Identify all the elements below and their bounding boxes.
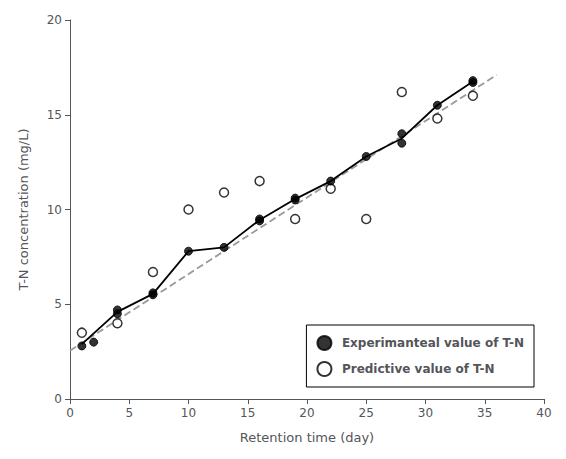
- svg-text:15: 15: [240, 406, 255, 420]
- svg-text:Retention time (day): Retention time (day): [240, 430, 374, 445]
- svg-text:Experimanteal value of T-N: Experimanteal value of T-N: [342, 336, 524, 350]
- svg-text:10: 10: [181, 406, 196, 420]
- svg-text:40: 40: [536, 406, 551, 420]
- svg-text:10: 10: [47, 203, 62, 217]
- svg-text:15: 15: [47, 108, 62, 122]
- svg-text:30: 30: [418, 406, 433, 420]
- svg-text:20: 20: [299, 406, 314, 420]
- svg-text:0: 0: [66, 406, 74, 420]
- svg-text:20: 20: [47, 13, 62, 27]
- svg-text:5: 5: [54, 297, 62, 311]
- svg-text:5: 5: [125, 406, 133, 420]
- svg-text:T-N concentration (mg/L): T-N concentration (mg/L): [16, 128, 31, 291]
- svg-text:Predictive value of T-N: Predictive value of T-N: [342, 362, 495, 376]
- svg-text:35: 35: [477, 406, 492, 420]
- svg-text:0: 0: [54, 392, 62, 406]
- svg-text:25: 25: [359, 406, 374, 420]
